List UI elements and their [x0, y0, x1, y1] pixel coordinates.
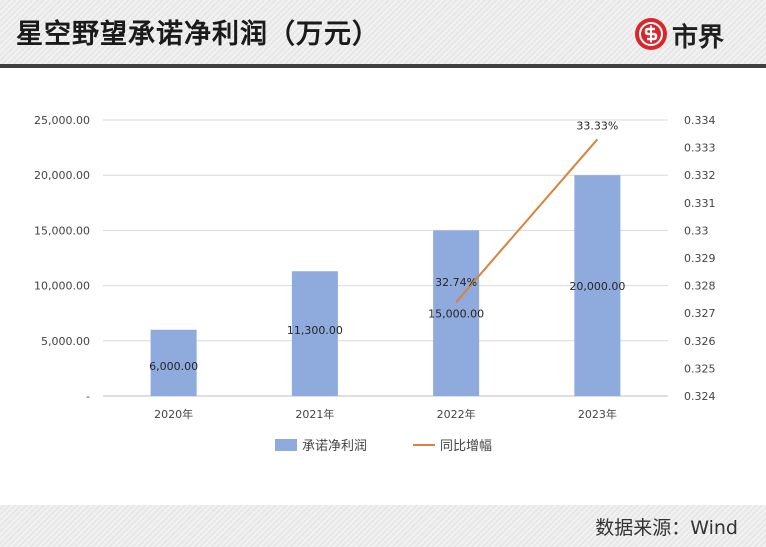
legend-label-line: 同比增幅 — [440, 439, 492, 454]
line-series — [455, 138, 599, 303]
x-tick-label: 2021年 — [295, 407, 334, 421]
left-tick-label: 10,000.00 — [34, 280, 90, 293]
right-tick-label: 0.331 — [684, 197, 716, 210]
left-axis-ticks: - 5,000.00 10,000.00 15,000.00 20,000.00 25,0… — [34, 114, 90, 403]
left-tick-label: 25,000.00 — [34, 114, 90, 127]
brand-logo: 市界 — [634, 14, 744, 54]
data-labels: 6,000.00 11,300.00 15,000.00 20,000.00 32.74… — [149, 119, 625, 372]
bar — [433, 230, 480, 396]
bar-data-label: 6,000.00 — [149, 360, 198, 373]
legend-label-bar: 承诺净利润 — [302, 439, 367, 454]
dollar-logo-icon — [635, 18, 667, 50]
data-source-note: 数据来源：Wind — [595, 517, 738, 539]
right-tick-label: 0.325 — [684, 362, 716, 375]
left-tick-label: 5,000.00 — [41, 335, 90, 348]
right-axis-ticks: 0.324 0.325 0.326 0.327 0.328 0.329 0.33 0.331 0… — [684, 114, 716, 403]
growth-line — [455, 138, 599, 303]
right-tick-label: 0.328 — [684, 280, 716, 293]
x-tick-label: 2020年 — [154, 407, 193, 421]
line-data-label: 32.74% — [435, 276, 477, 289]
right-tick-label: 0.33 — [684, 224, 709, 237]
header-bar: 星空野望承诺净利润（万元） 市界 — [0, 0, 766, 66]
footer-bar: 数据来源：Wind — [0, 505, 766, 547]
header-divider — [0, 64, 766, 68]
right-tick-label: 0.327 — [684, 307, 716, 320]
left-tick-label: - — [86, 390, 90, 403]
bar-data-label: 20,000.00 — [569, 280, 625, 293]
bar — [291, 271, 338, 396]
bar — [574, 175, 621, 396]
bar-data-label: 15,000.00 — [428, 307, 484, 320]
x-axis-ticks: 2020年 2021年 2022年 2023年 — [154, 407, 617, 421]
bar — [150, 329, 197, 396]
logo-text: 市界 — [672, 23, 725, 53]
chart-legend: 承诺净利润 同比增幅 — [275, 439, 492, 454]
page-title: 星空野望承诺净利润（万元） — [16, 19, 380, 50]
right-tick-label: 0.333 — [684, 142, 716, 155]
bar-data-label: 11,300.00 — [287, 324, 343, 337]
right-tick-label: 0.332 — [684, 169, 716, 182]
bar-series — [150, 175, 621, 396]
legend-swatch-bar — [275, 439, 297, 451]
chart-area: - 5,000.00 10,000.00 15,000.00 20,000.00 25,0… — [34, 114, 716, 454]
left-tick-label: 15,000.00 — [34, 224, 90, 237]
right-tick-label: 0.324 — [684, 390, 716, 403]
line-data-label: 33.33% — [576, 119, 618, 132]
left-tick-label: 20,000.00 — [34, 169, 90, 182]
right-tick-label: 0.329 — [684, 252, 716, 265]
right-tick-label: 0.326 — [684, 335, 716, 348]
right-tick-label: 0.334 — [684, 114, 716, 127]
x-tick-label: 2022年 — [437, 407, 476, 421]
gridlines — [103, 119, 668, 397]
x-tick-label: 2023年 — [578, 407, 617, 421]
